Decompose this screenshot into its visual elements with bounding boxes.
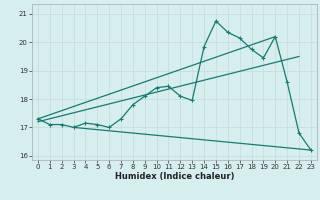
X-axis label: Humidex (Indice chaleur): Humidex (Indice chaleur) [115,172,234,181]
